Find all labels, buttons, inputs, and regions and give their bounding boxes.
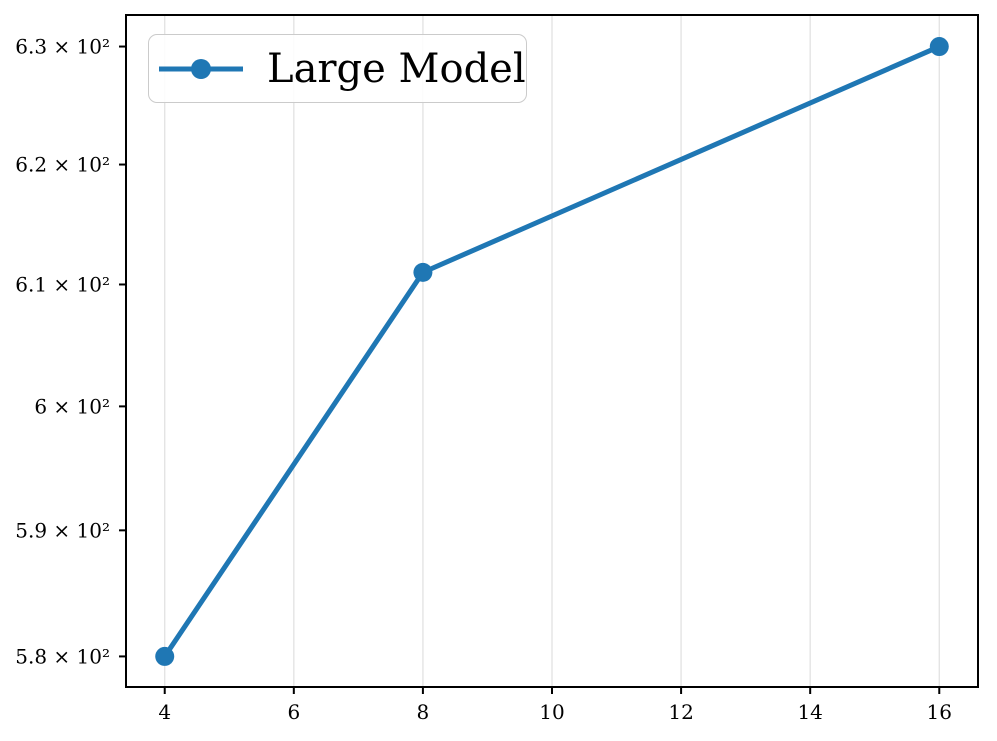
y-tick-label: 5.8 × 10² <box>15 644 110 668</box>
legend-label: Large Model <box>267 45 526 92</box>
y-tick-label: 6 × 10² <box>34 394 110 418</box>
data-point-marker <box>929 37 949 57</box>
x-tick-label: 12 <box>668 700 693 724</box>
x-tick-label: 4 <box>158 700 171 724</box>
legend-sample <box>159 58 243 79</box>
x-tick-label: 8 <box>417 700 430 724</box>
y-tick-label: 6.1 × 10² <box>15 272 110 296</box>
legend-marker-icon <box>191 58 211 79</box>
x-tick-label: 10 <box>539 700 564 724</box>
data-point-marker <box>413 262 433 282</box>
legend: Large Model <box>148 34 527 103</box>
axes-spines <box>125 14 979 688</box>
y-tick-label: 5.9 × 10² <box>15 518 110 542</box>
x-tick-label: 6 <box>287 700 300 724</box>
y-tick-label: 6.2 × 10² <box>15 153 110 177</box>
data-point-marker <box>155 646 175 666</box>
x-tick-label: 14 <box>797 700 822 724</box>
y-tick-label: 6.3 × 10² <box>15 35 110 59</box>
x-tick-label: 16 <box>927 700 952 724</box>
